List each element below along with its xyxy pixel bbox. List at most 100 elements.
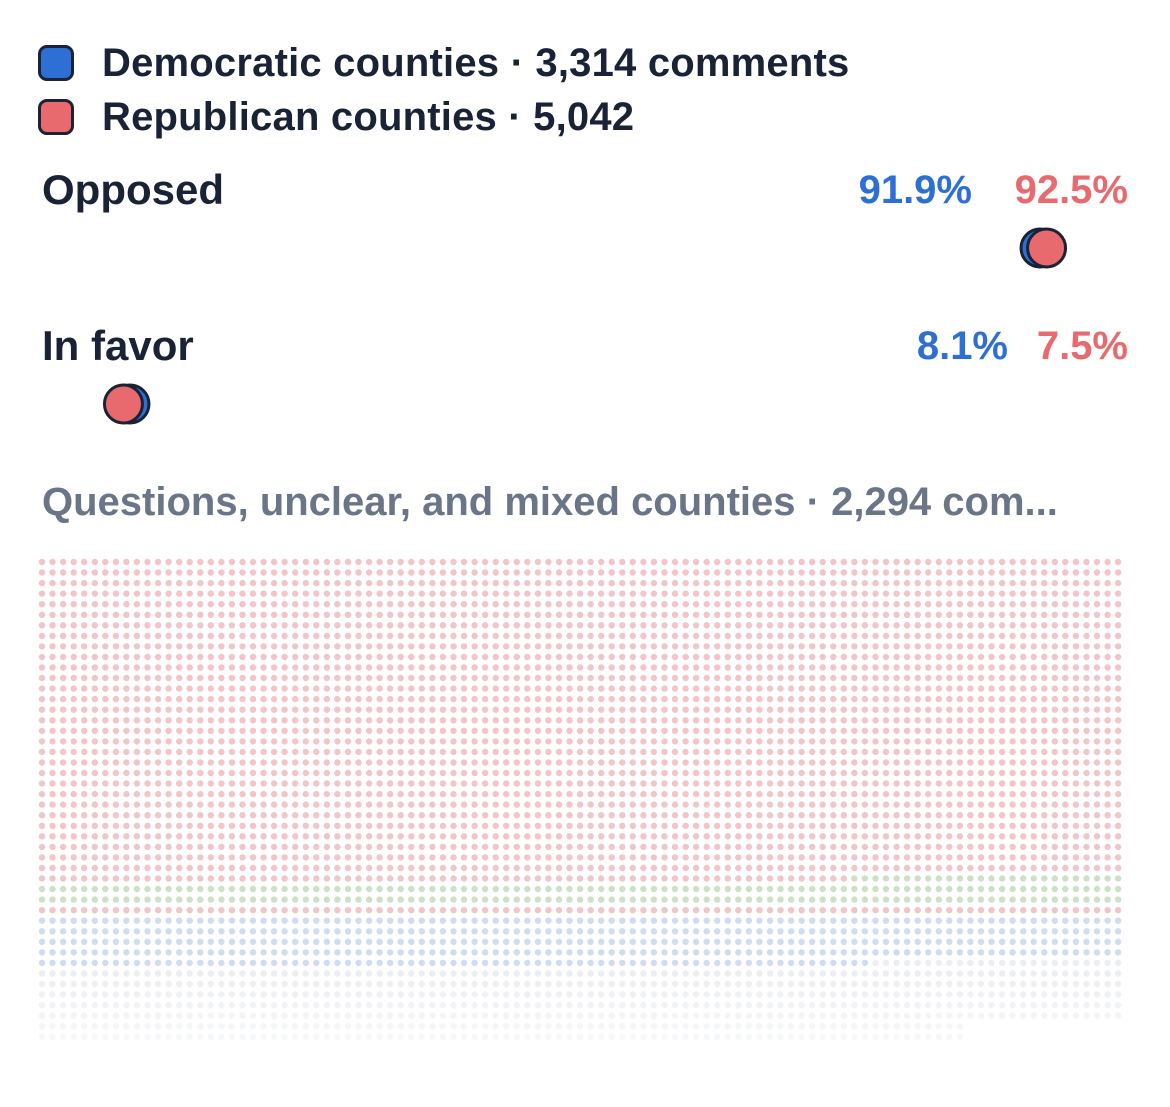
grid-dot xyxy=(840,790,847,798)
grid-dot xyxy=(703,590,710,597)
grid-dot xyxy=(724,558,731,566)
grid-dot xyxy=(144,590,151,597)
grid-dot xyxy=(207,674,214,682)
grid-dot xyxy=(861,980,869,988)
grid-dot xyxy=(91,959,99,967)
grid-dot xyxy=(376,1033,383,1041)
grid-dot xyxy=(38,790,46,798)
grid-dot xyxy=(1093,590,1101,597)
grid-dot xyxy=(598,885,605,893)
grid-dot xyxy=(503,685,510,692)
grid-dot xyxy=(534,695,542,703)
grid-dot xyxy=(154,938,162,945)
grid-dot xyxy=(102,822,109,829)
grid-dot xyxy=(154,717,162,724)
grid-dot xyxy=(387,601,394,608)
grid-dot xyxy=(154,1001,162,1009)
grid-dot xyxy=(925,801,932,808)
grid-dot xyxy=(123,685,130,692)
grid-dot xyxy=(165,854,172,861)
grid-dot xyxy=(59,558,67,566)
grid-dot xyxy=(534,738,542,745)
grid-dot xyxy=(809,854,816,861)
grid-dot xyxy=(218,854,225,861)
grid-dot xyxy=(344,759,352,766)
grid-dot xyxy=(661,928,668,935)
grid-dot xyxy=(914,928,921,935)
grid-dot xyxy=(323,917,331,924)
grid-dot xyxy=(228,632,236,640)
grid-dot xyxy=(260,885,267,893)
grid-dot xyxy=(756,875,763,882)
grid-dot xyxy=(1083,938,1090,945)
grid-dot xyxy=(1051,643,1059,650)
grid-dot xyxy=(566,653,573,661)
grid-dot xyxy=(59,991,67,998)
grid-dot xyxy=(798,643,805,650)
grid-dot xyxy=(387,959,394,967)
grid-dot xyxy=(218,970,225,977)
grid-dot xyxy=(112,706,120,713)
grid-dot xyxy=(819,717,826,724)
grid-dot xyxy=(49,727,56,734)
grid-dot xyxy=(629,822,636,829)
grid-dot xyxy=(144,822,151,829)
grid-dot xyxy=(102,717,109,724)
grid-dot xyxy=(566,980,573,988)
grid-dot xyxy=(471,970,478,977)
grid-dot xyxy=(977,949,985,956)
grid-dot xyxy=(70,717,77,724)
grid-dot xyxy=(587,801,594,808)
grid-dot xyxy=(1051,854,1059,861)
grid-dot xyxy=(239,790,246,798)
grid-dot xyxy=(809,938,816,945)
grid-dot xyxy=(650,738,658,745)
grid-dot xyxy=(112,622,120,629)
grid-dot xyxy=(650,864,658,872)
grid-dot xyxy=(524,949,531,956)
grid-dot xyxy=(555,706,563,713)
grid-dot xyxy=(629,843,636,851)
grid-dot xyxy=(355,875,362,882)
grid-dot xyxy=(703,611,710,618)
grid-dot xyxy=(1114,928,1122,935)
grid-dot xyxy=(460,717,468,724)
grid-dot xyxy=(365,590,373,597)
grid-dot xyxy=(576,854,584,861)
grid-dot xyxy=(724,959,731,967)
grid-dot xyxy=(123,980,130,988)
grid-dot xyxy=(239,949,246,956)
grid-dot xyxy=(661,1012,668,1019)
grid-dot xyxy=(566,854,573,861)
grid-dot xyxy=(714,822,721,829)
grid-dot xyxy=(1093,885,1101,893)
grid-dot xyxy=(787,685,795,692)
grid-dot xyxy=(555,769,563,777)
grid-dot xyxy=(661,653,668,661)
grid-dot xyxy=(397,769,404,777)
grid-dot xyxy=(38,759,46,766)
grid-dot xyxy=(1114,801,1122,808)
grid-dot xyxy=(102,833,109,840)
grid-dot xyxy=(49,664,56,671)
grid-dot xyxy=(460,959,468,967)
grid-dot xyxy=(967,727,974,734)
grid-dot xyxy=(313,917,320,924)
grid-dot xyxy=(70,959,77,967)
grid-dot xyxy=(777,622,784,629)
grid-dot xyxy=(165,1012,172,1019)
grid-dot xyxy=(545,590,552,597)
grid-dot xyxy=(598,558,605,566)
grid-dot xyxy=(344,991,352,998)
grid-dot xyxy=(935,822,942,829)
grid-dot xyxy=(703,980,710,988)
grid-dot xyxy=(692,812,700,819)
grid-dot xyxy=(154,653,162,661)
grid-dot xyxy=(650,854,658,861)
grid-dot xyxy=(344,1012,352,1019)
grid-dot xyxy=(566,674,573,682)
grid-dot xyxy=(756,738,763,745)
grid-dot xyxy=(439,769,447,777)
grid-dot xyxy=(998,748,1006,756)
grid-dot xyxy=(1030,748,1037,756)
